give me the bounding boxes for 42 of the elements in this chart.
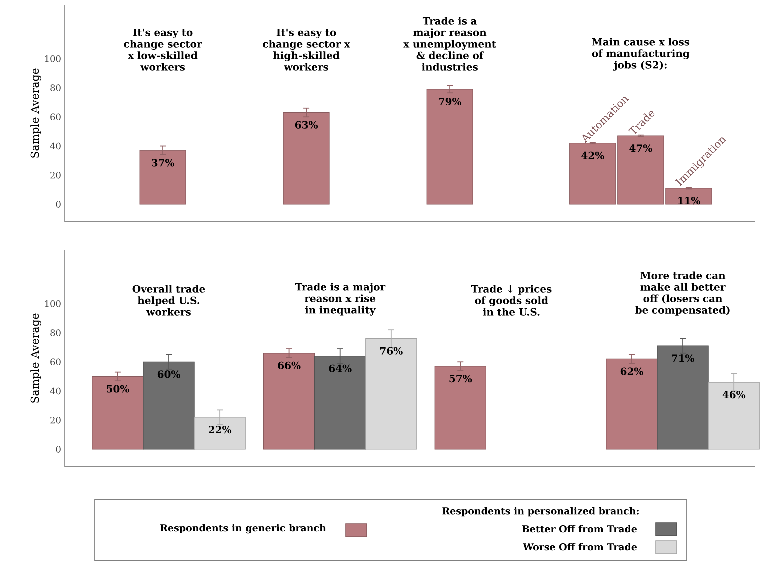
- y-tick-label: 40: [50, 388, 61, 395]
- data-label: 57%: [450, 375, 472, 383]
- legend-label: Worse Off from Trade: [523, 543, 638, 551]
- y-axis-title: Sample Average: [30, 314, 42, 403]
- y-axis-title: Sample Average: [30, 68, 42, 158]
- data-label: 66%: [278, 362, 301, 370]
- data-label: 79%: [439, 98, 462, 106]
- data-label: 76%: [380, 347, 403, 355]
- x-tick-label: More trade can make all better off (losers can be compensated): [636, 272, 730, 316]
- legend-title: Respondents in personalized branch:: [442, 507, 639, 517]
- data-label: 11%: [678, 197, 700, 205]
- y-tick-label: 80: [50, 84, 61, 92]
- data-label: 62%: [620, 368, 644, 376]
- data-label: 64%: [329, 364, 352, 372]
- y-tick-label: 0: [56, 446, 61, 453]
- y-tick-label: 100: [45, 300, 61, 308]
- y-tick-label: 20: [50, 416, 61, 424]
- x-tick-label: Trade ↓ prices of goods sold in the U.S.: [471, 285, 552, 316]
- data-label: 42%: [582, 152, 604, 160]
- data-label: 60%: [158, 370, 180, 378]
- legend-label: Respondents in generic branch: [160, 524, 326, 534]
- data-label: 50%: [107, 385, 130, 393]
- x-tick-label: Overall trade helped U.S. workers: [132, 285, 206, 316]
- x-tick-label: It's easy to change sector x high-skilled workers: [263, 28, 350, 71]
- data-label: 37%: [152, 159, 175, 167]
- y-tick-label: 20: [50, 172, 61, 179]
- data-label: 47%: [630, 144, 652, 152]
- y-tick-label: 60: [50, 358, 61, 366]
- y-tick-label: 100: [45, 55, 61, 62]
- x-tick-label: Trade is a major reason x unemployment & decline of industries: [404, 17, 496, 71]
- x-tick-label: It's easy to change sector x low-skilled workers: [124, 28, 202, 71]
- data-label: 63%: [295, 121, 318, 129]
- y-tick-label: 60: [50, 114, 61, 121]
- chart-title: Main cause x loss of manufacturing jobs (S2):: [592, 38, 690, 71]
- y-tick-label: 80: [50, 330, 61, 336]
- y-tick-label: 40: [50, 142, 61, 150]
- x-tick-label: Trade is a major reason x rise in inequality: [295, 283, 386, 316]
- data-label: 22%: [209, 426, 232, 434]
- data-label: 46%: [722, 391, 746, 399]
- y-tick-label: 0: [56, 201, 61, 208]
- data-label: 71%: [672, 354, 695, 362]
- legend-label: Better Off from Trade: [522, 525, 638, 533]
